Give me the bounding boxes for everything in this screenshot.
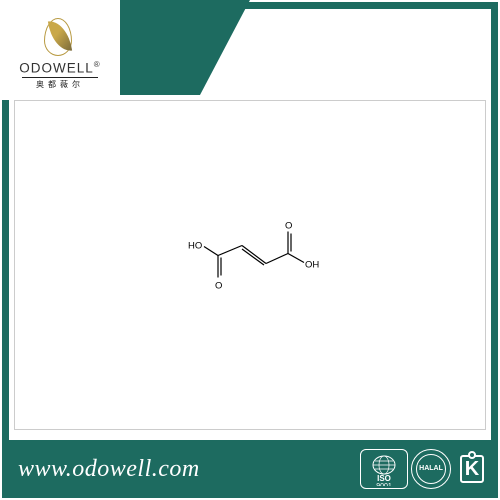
label-oh: OH: [305, 260, 319, 271]
chemical-structure: HO O O OH: [170, 216, 330, 306]
globe-icon: ISO 9001: [362, 452, 406, 486]
kosher-badge: K: [454, 449, 490, 489]
iso-badge: ISO 9001: [360, 449, 408, 489]
trademark-icon: ®: [94, 60, 101, 69]
divider: [22, 77, 98, 78]
brand-logo: ODOWELL® 奥都薇尔: [0, 0, 120, 100]
halal-label: HALAL: [419, 465, 443, 473]
brand-name-en: ODOWELL®: [19, 60, 100, 76]
label-ho: HO: [188, 241, 202, 252]
label-o-right: O: [285, 221, 292, 232]
molecule-svg: HO O O OH: [170, 216, 330, 306]
certification-badges: ISO 9001 HALAL K: [360, 449, 490, 489]
content-panel: HO O O OH: [14, 100, 486, 430]
brand-name-cn: 奥都薇尔: [36, 79, 84, 90]
website-url: www.odowell.com: [18, 456, 360, 483]
kosher-label: K: [465, 458, 479, 480]
product-card: ODOWELL® 奥都薇尔 HO O: [0, 0, 500, 500]
leaf-icon: [46, 18, 74, 58]
svg-text:9001: 9001: [376, 483, 392, 486]
halal-badge: HALAL: [411, 449, 451, 489]
svg-text:ISO: ISO: [377, 474, 391, 483]
footer-bar: www.odowell.com ISO 9001 HALAL: [2, 440, 498, 498]
brand-en-text: ODOWELL: [19, 61, 94, 76]
label-o-left: O: [215, 281, 222, 292]
